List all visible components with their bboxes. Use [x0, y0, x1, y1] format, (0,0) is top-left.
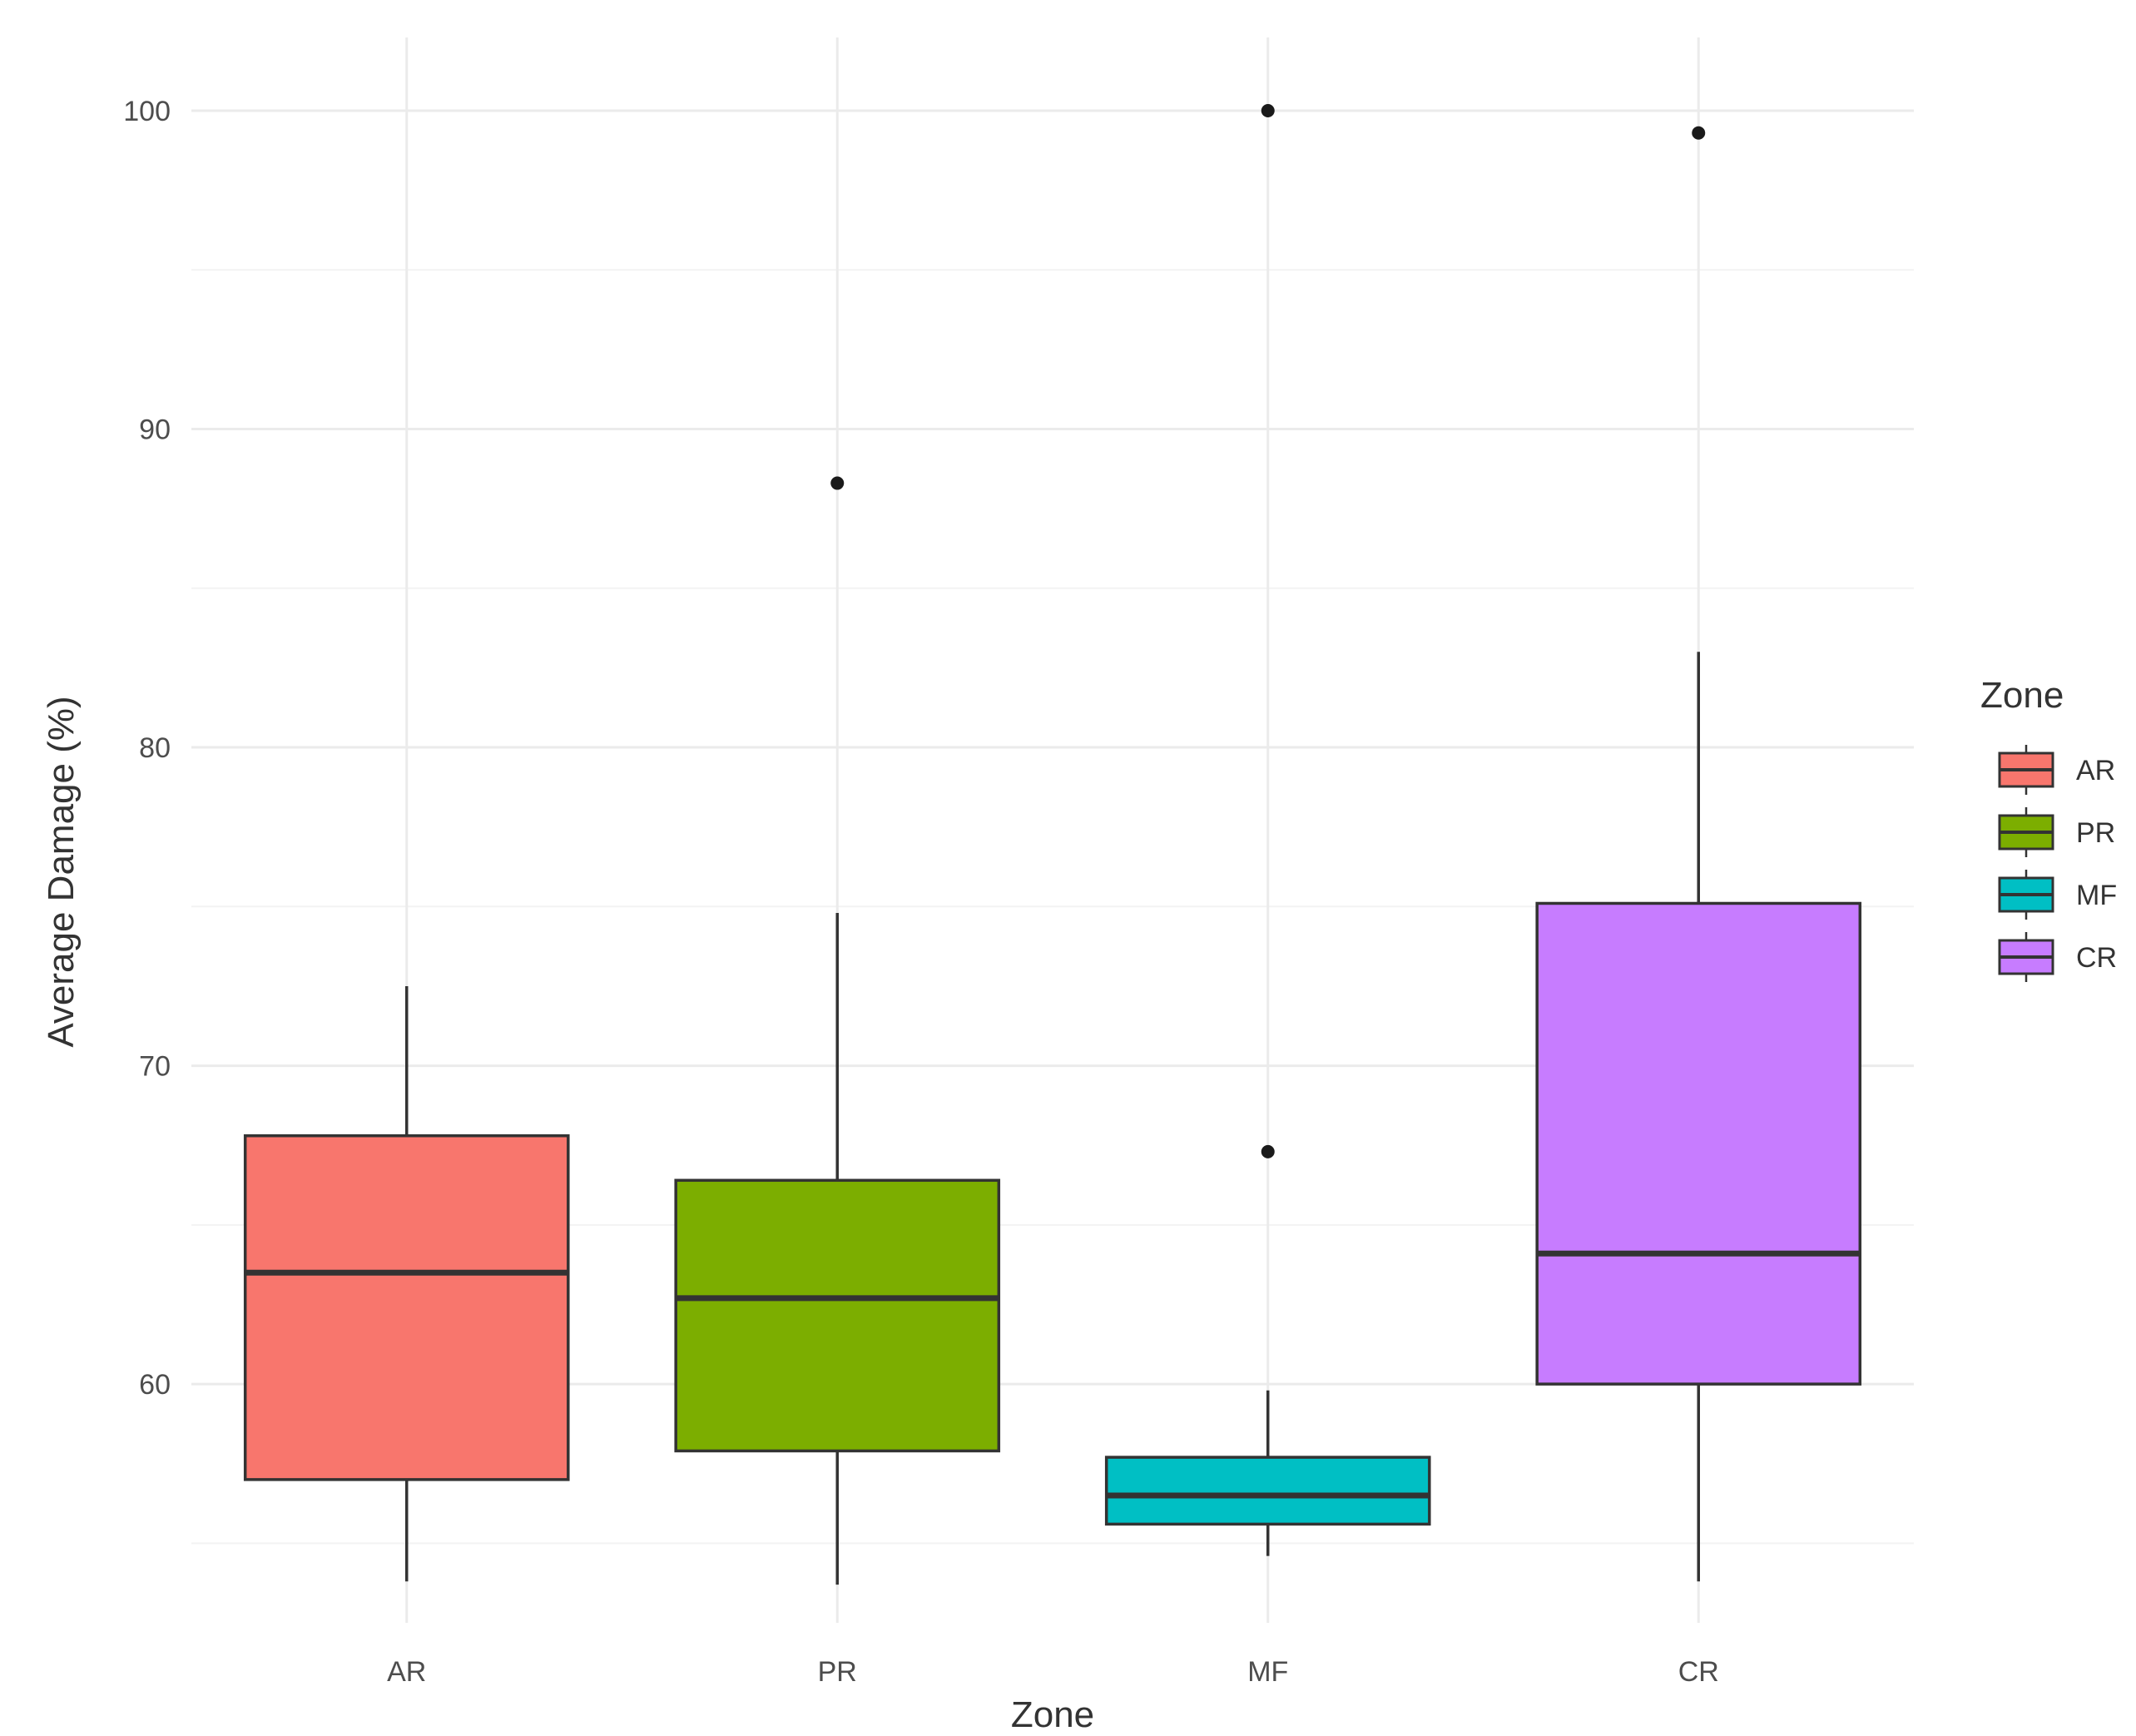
x-tick-label: PR	[818, 1656, 857, 1688]
legend-key-cr	[1998, 932, 2054, 982]
legend-label: PR	[2076, 817, 2115, 849]
box-mf	[1104, 103, 1431, 1556]
tick-labels: 60 70 80 90 100 AR PR MF CR	[123, 96, 1719, 1688]
box-ar	[243, 985, 570, 1582]
legend-key-pr	[1998, 807, 2054, 857]
y-tick-label: 90	[139, 414, 171, 446]
box-series	[243, 103, 1862, 1585]
legend-key-mf	[1998, 870, 2054, 920]
outlier-point	[1261, 1144, 1275, 1158]
box-iqr	[243, 1133, 570, 1481]
y-tick-label: 60	[139, 1369, 171, 1401]
outlier-point	[830, 476, 845, 490]
legend-label: CR	[2076, 942, 2117, 974]
legend-label: MF	[2076, 880, 2117, 911]
legend: Zone AR PR MF CR	[1980, 675, 2117, 982]
x-tick-label: CR	[1678, 1656, 1719, 1688]
legend-key-ar	[1998, 745, 2054, 795]
legend-label: AR	[2076, 755, 2115, 786]
box-iqr	[1535, 901, 1862, 1386]
outlier-point	[1261, 103, 1275, 117]
box-cr	[1535, 126, 1862, 1582]
y-axis-title: Average Damage (%)	[41, 696, 82, 1047]
y-tick-label: 100	[123, 96, 171, 127]
x-tick-label: MF	[1247, 1656, 1288, 1688]
box-iqr	[674, 1178, 1001, 1453]
legend-title: Zone	[1980, 675, 2064, 716]
y-tick-label: 70	[139, 1051, 171, 1083]
box-pr	[674, 476, 1001, 1585]
x-axis-title: Zone	[1011, 1694, 1094, 1735]
box-iqr	[1104, 1456, 1431, 1526]
y-tick-label: 80	[139, 732, 171, 764]
outlier-point	[1692, 126, 1706, 140]
x-tick-label: AR	[387, 1656, 426, 1688]
